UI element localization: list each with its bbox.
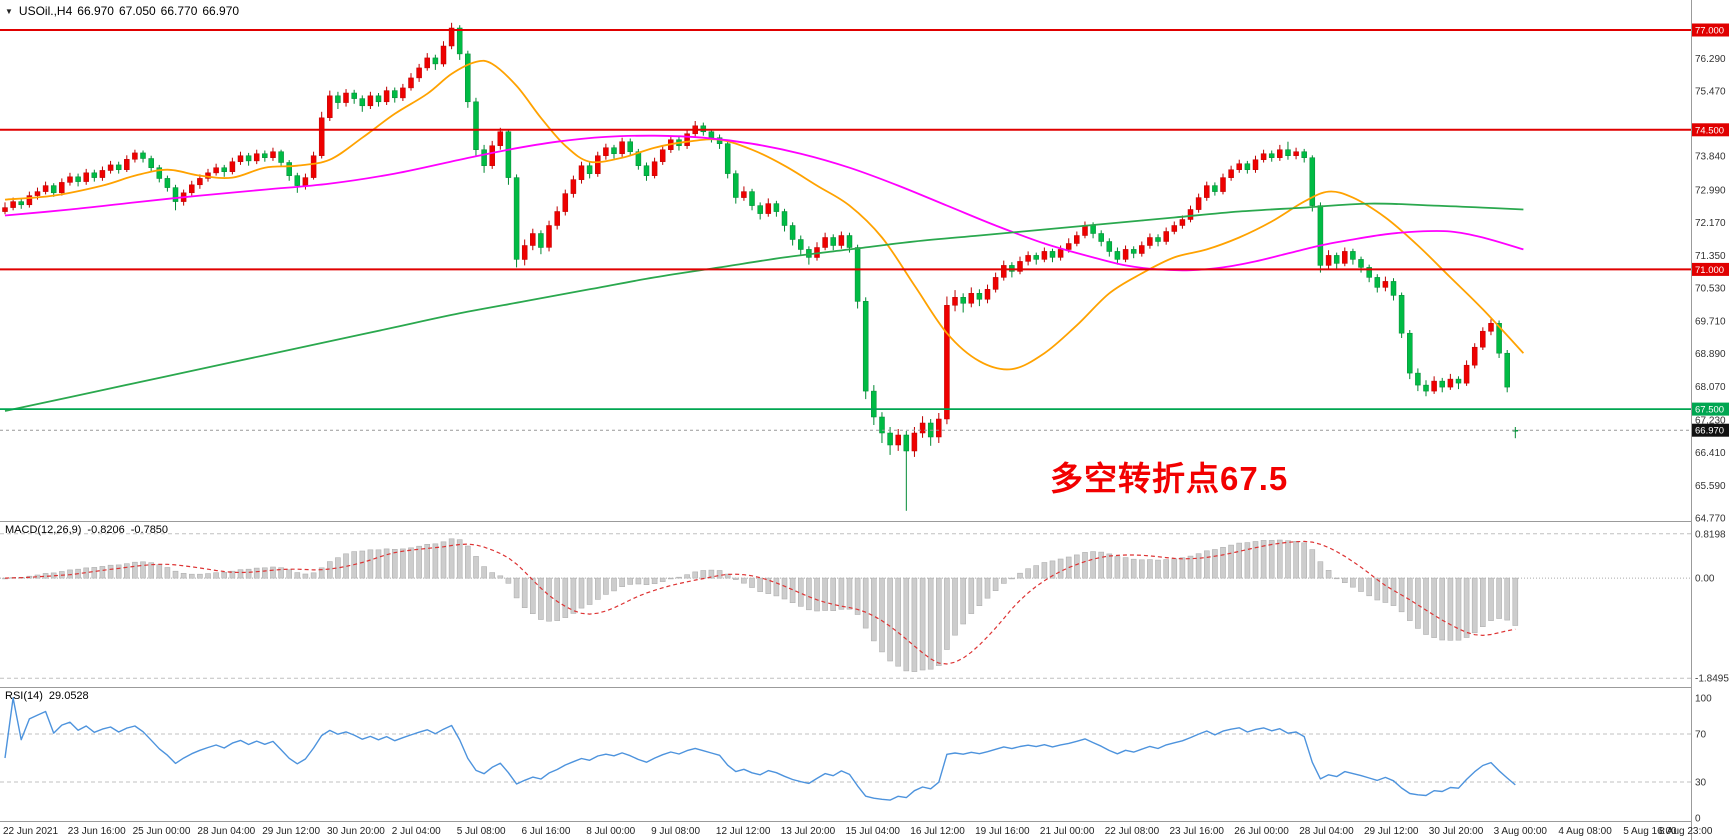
price-tag-66.970: 66.970 bbox=[1695, 426, 1724, 437]
price-tick: 75.470 bbox=[1695, 87, 1726, 98]
rsi-line bbox=[4, 697, 1516, 801]
price-tick: 64.770 bbox=[1695, 514, 1726, 525]
time-label: 4 Aug 08:00 bbox=[1558, 826, 1612, 837]
price-tick: 70.530 bbox=[1695, 284, 1726, 295]
time-label: 21 Jul 00:00 bbox=[1040, 826, 1095, 837]
price-tick: 68.070 bbox=[1695, 382, 1726, 393]
price-tick: 73.840 bbox=[1695, 152, 1726, 163]
macd-signal-line bbox=[4, 540, 1516, 665]
price-axis: 76.290 75.470 73.840 72.990 72.170 71.350 70.5… bbox=[1692, 23, 1729, 825]
price-tick: 72.990 bbox=[1695, 186, 1726, 197]
time-label: 29 Jun 12:00 bbox=[262, 826, 320, 837]
macd-grid bbox=[0, 533, 1691, 679]
macd-axis-label: -1.8495 bbox=[1695, 674, 1729, 685]
time-label: 29 Jul 12:00 bbox=[1364, 826, 1419, 837]
time-label: 16 Jul 12:00 bbox=[910, 826, 965, 837]
rsi-axis-label: 30 bbox=[1695, 778, 1707, 789]
time-label: 5 Aug 16:00 bbox=[1623, 826, 1677, 837]
ma-fast-line bbox=[4, 59, 1525, 371]
time-label: 9 Jul 08:00 bbox=[651, 826, 700, 837]
time-label: 22 Jul 08:00 bbox=[1105, 826, 1160, 837]
ohlc-open: 66.970 bbox=[77, 4, 114, 18]
macd-axis-label: 0.00 bbox=[1695, 574, 1715, 585]
chart-menu-arrow-icon[interactable]: ▼ bbox=[5, 7, 13, 16]
time-label: 2 Jul 04:00 bbox=[392, 826, 441, 837]
time-label: 28 Jun 04:00 bbox=[197, 826, 255, 837]
annotation-text: 多空转折点67.5 bbox=[1050, 460, 1289, 497]
rsi-value: 29.0528 bbox=[48, 690, 89, 702]
ohlc-low: 66.770 bbox=[160, 4, 198, 18]
price-tag-77.000: 77.000 bbox=[1695, 26, 1724, 37]
panel-separators bbox=[0, 0, 1692, 840]
time-axis: 22 Jun 2021 23 Jun 16:00 25 Jun 00:00 28 Ju… bbox=[3, 826, 1713, 837]
time-label: 28 Jul 04:00 bbox=[1299, 826, 1354, 837]
time-label: 23 Jul 16:00 bbox=[1170, 826, 1225, 837]
rsi-label: RSI(14) bbox=[5, 690, 43, 702]
time-label: 8 Jul 00:00 bbox=[586, 826, 635, 837]
price-tick: 76.290 bbox=[1695, 54, 1726, 65]
symbol-period: USOil.,H4 bbox=[18, 4, 73, 18]
time-label: 30 Jun 20:00 bbox=[327, 826, 385, 837]
time-label: 15 Jul 04:00 bbox=[846, 826, 901, 837]
time-label: 30 Jul 20:00 bbox=[1429, 826, 1484, 837]
horizontal-levels bbox=[0, 29, 1691, 431]
price-tag-67.500: 67.500 bbox=[1695, 405, 1724, 416]
time-label: 8 Aug 23:00 bbox=[1659, 826, 1713, 837]
macd-value-main: -0.8206 bbox=[87, 524, 125, 536]
macd-indicator-label: MACD(12,26,9) -0.8206 -0.7850 bbox=[5, 524, 174, 536]
price-tick: 68.890 bbox=[1695, 349, 1726, 360]
chart-title: ▼ USOil.,H4 66.970 67.050 66.770 66.970 bbox=[5, 4, 244, 18]
time-label: 13 Jul 20:00 bbox=[781, 826, 836, 837]
price-tick: 71.350 bbox=[1695, 251, 1726, 262]
price-tag-74.500: 74.500 bbox=[1695, 125, 1724, 136]
price-tick: 69.710 bbox=[1695, 316, 1726, 327]
macd-value-signal: -0.7850 bbox=[130, 524, 169, 536]
price-tick: 67.230 bbox=[1695, 415, 1726, 426]
time-label: 5 Jul 08:00 bbox=[457, 826, 506, 837]
rsi-axis-label: 70 bbox=[1695, 730, 1707, 741]
time-label: 12 Jul 12:00 bbox=[716, 826, 771, 837]
time-label: 6 Jul 16:00 bbox=[522, 826, 571, 837]
macd-label: MACD(12,26,9) bbox=[5, 524, 82, 536]
time-label: 25 Jun 00:00 bbox=[133, 826, 191, 837]
time-label: 3 Aug 00:00 bbox=[1494, 826, 1548, 837]
ma-slow-line bbox=[4, 202, 1524, 412]
time-label: 19 Jul 16:00 bbox=[975, 826, 1030, 837]
macd-histogram bbox=[2, 538, 1519, 672]
time-label: 26 Jul 00:00 bbox=[1234, 826, 1289, 837]
price-tick: 65.590 bbox=[1695, 481, 1726, 492]
candlestick-series bbox=[2, 22, 1519, 511]
rsi-indicator-label: RSI(14) 29.0528 bbox=[5, 690, 95, 702]
time-label: 22 Jun 2021 bbox=[3, 826, 58, 837]
ohlc-high: 67.050 bbox=[118, 4, 156, 18]
price-tag-71.000: 71.000 bbox=[1695, 265, 1724, 276]
price-tick: 66.410 bbox=[1695, 448, 1726, 459]
ma-mid-line bbox=[4, 134, 1524, 272]
ohlc-close: 66.970 bbox=[202, 4, 240, 18]
time-label: 23 Jun 16:00 bbox=[68, 826, 126, 837]
macd-axis-label: 0.8198 bbox=[1695, 529, 1726, 540]
rsi-grid bbox=[0, 733, 1691, 783]
price-tick: 72.170 bbox=[1695, 218, 1726, 229]
rsi-axis-label: 0 bbox=[1695, 814, 1701, 825]
rsi-axis-label: 100 bbox=[1695, 694, 1712, 705]
